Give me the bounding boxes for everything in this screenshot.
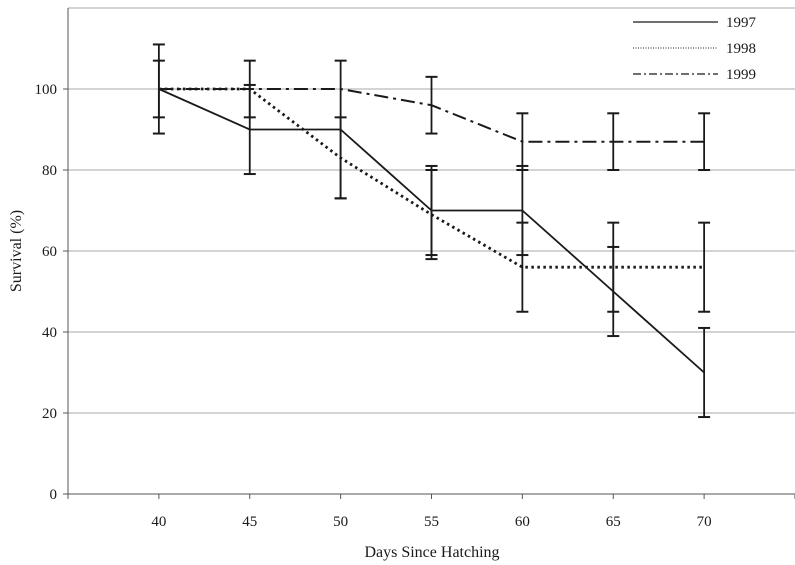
error-bar	[698, 221, 711, 313]
error-bar	[607, 221, 620, 313]
x-tick-label: 45	[242, 514, 257, 530]
error-bar	[425, 75, 438, 135]
error-bar	[334, 116, 347, 200]
error-bar	[243, 59, 256, 119]
x-tick-label: 50	[333, 514, 348, 530]
x-axis-ticks: 40 45 50 55 60 65 70	[67, 494, 795, 530]
y-tick-label: 20	[42, 406, 57, 422]
y-axis-title: Survival (%)	[8, 210, 25, 292]
legend: 1997 1998 1999	[633, 15, 757, 83]
y-axis-ticks: 0 20 40 60 80 100	[35, 82, 68, 503]
x-axis-title: Days Since Hatching	[364, 544, 499, 561]
y-tick-label: 40	[42, 325, 57, 341]
y-tick-label: 0	[50, 487, 58, 503]
legend-label-1998: 1998	[726, 41, 756, 57]
error-bar	[698, 326, 711, 419]
error-bar	[698, 112, 711, 171]
error-bar	[516, 221, 529, 313]
y-tick-label: 60	[42, 244, 57, 260]
error-bar	[607, 112, 620, 171]
y-tick-label: 100	[35, 82, 58, 98]
error-bars	[152, 43, 711, 419]
x-tick-label: 55	[424, 514, 439, 530]
x-tick-label: 70	[697, 514, 712, 530]
x-tick-label: 60	[515, 514, 530, 530]
x-tick-label: 65	[606, 514, 621, 530]
error-bar	[152, 59, 165, 119]
error-bar	[516, 112, 529, 171]
y-tick-label: 80	[42, 163, 57, 179]
x-tick-label: 40	[151, 514, 166, 530]
legend-label-1997: 1997	[726, 15, 757, 31]
legend-label-1999: 1999	[726, 67, 756, 83]
error-bar	[425, 169, 438, 261]
